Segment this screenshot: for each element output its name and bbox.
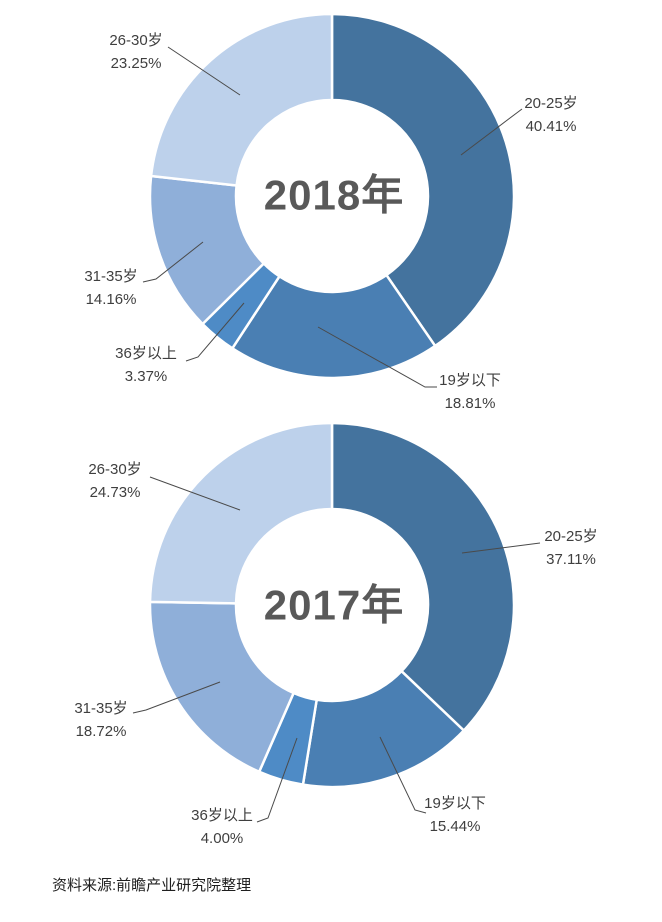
leader-line-2018-26-30 — [167, 46, 241, 96]
label-value: 37.11% — [546, 551, 596, 568]
donut-2017-slice-31-35 — [148, 600, 295, 774]
leader-line-2017-20-25 — [461, 542, 541, 554]
leader-line-2017-31-35 — [132, 681, 221, 714]
leader-line-2018-36-plus — [185, 302, 245, 362]
label-value: 18.72% — [75, 723, 127, 740]
label-2018-36-plus: 36岁以上 3.37% — [115, 342, 177, 388]
label-2018-31-35: 31-35岁 14.16% — [84, 265, 137, 311]
donut-2018-slice-19-under — [231, 273, 437, 380]
leader-line-2018-31-35 — [142, 241, 204, 283]
leader-line-2017-26-30 — [149, 476, 241, 511]
label-category: 26-30岁 — [88, 461, 142, 478]
label-2017-26-30: 26-30岁 24.73% — [88, 458, 141, 504]
leader-line-2018-20-25 — [460, 108, 523, 156]
label-2017-31-35: 31-35岁 18.72% — [74, 697, 127, 743]
label-value: 23.25% — [110, 55, 162, 72]
donut-2017-slice-20-25 — [330, 421, 516, 732]
label-category: 31-35岁 — [74, 700, 128, 717]
donut-2017-center-title: 2017年 — [263, 581, 405, 629]
label-category: 36岁以上 — [191, 807, 253, 824]
label-2017-19-under: 19岁以下 15.44% — [424, 792, 486, 838]
donut-2018-slice-26-30 — [149, 12, 334, 187]
label-category: 26-30岁 — [109, 32, 163, 49]
label-value: 4.00% — [200, 830, 244, 847]
label-2018-19-under: 19岁以下 18.81% — [439, 369, 501, 415]
label-value: 3.37% — [124, 368, 168, 385]
label-2018-26-30: 26-30岁 23.25% — [109, 29, 162, 75]
label-category: 20-25岁 — [544, 528, 598, 545]
label-category: 36岁以上 — [115, 345, 177, 362]
label-value: 24.73% — [89, 484, 141, 501]
label-category: 20-25岁 — [524, 95, 578, 112]
label-2018-20-25: 20-25岁 40.41% — [524, 92, 577, 138]
leader-line-2017-36-plus — [256, 737, 298, 823]
donut-2018-center-title: 2018年 — [263, 171, 405, 219]
label-value: 15.44% — [429, 818, 481, 835]
leader-line-2018-19-under — [317, 326, 437, 388]
label-2017-20-25: 20-25岁 37.11% — [544, 525, 597, 571]
leader-line-2017-19-under — [379, 736, 427, 814]
label-category: 31-35岁 — [84, 268, 138, 285]
donut-2018-slice-20-25 — [330, 12, 516, 348]
source-note: 资料来源:前瞻产业研究院整理 — [52, 877, 252, 894]
label-category: 19岁以下 — [424, 795, 486, 812]
label-category: 19岁以下 — [439, 372, 501, 389]
label-value: 40.41% — [525, 118, 577, 135]
donut-2017-slice-26-30 — [148, 421, 334, 605]
label-value: 18.81% — [444, 395, 496, 412]
label-value: 14.16% — [85, 291, 137, 308]
label-2017-36-plus: 36岁以上 4.00% — [191, 804, 253, 850]
